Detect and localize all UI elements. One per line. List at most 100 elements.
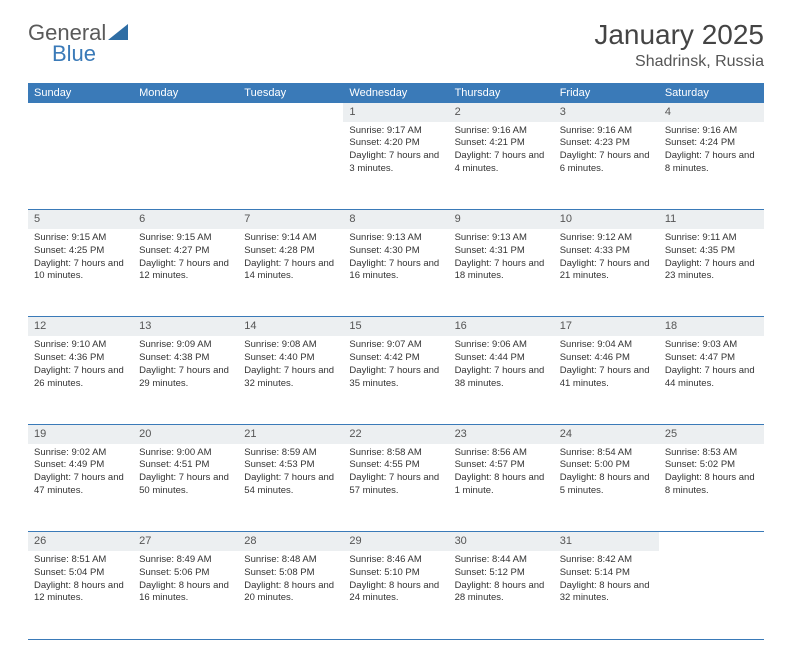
weekday-header: Tuesday <box>238 83 343 103</box>
week-row: Sunrise: 9:15 AMSunset: 4:25 PMDaylight:… <box>28 229 764 317</box>
sunset-label: Sunset: 4:36 PM <box>34 352 127 365</box>
daylight-label: Daylight: 7 hours and 32 minutes. <box>244 365 337 391</box>
daylight-label: Daylight: 7 hours and 3 minutes. <box>349 150 442 176</box>
daylight-label: Daylight: 8 hours and 28 minutes. <box>455 580 548 606</box>
sunrise-label: Sunrise: 8:54 AM <box>560 447 653 460</box>
day-cell: Sunrise: 9:14 AMSunset: 4:28 PMDaylight:… <box>238 229 343 317</box>
sunset-label: Sunset: 4:49 PM <box>34 459 127 472</box>
sunset-label: Sunset: 4:46 PM <box>560 352 653 365</box>
sunset-label: Sunset: 4:47 PM <box>665 352 758 365</box>
day-number-cell <box>133 103 238 122</box>
daylight-label: Daylight: 7 hours and 29 minutes. <box>139 365 232 391</box>
sunrise-label: Sunrise: 9:15 AM <box>139 232 232 245</box>
day-number-cell: 30 <box>449 532 554 551</box>
day-cell: Sunrise: 9:12 AMSunset: 4:33 PMDaylight:… <box>554 229 659 317</box>
sunset-label: Sunset: 4:20 PM <box>349 137 442 150</box>
daylight-label: Daylight: 7 hours and 57 minutes. <box>349 472 442 498</box>
sunrise-label: Sunrise: 9:07 AM <box>349 339 442 352</box>
sunrise-label: Sunrise: 9:13 AM <box>349 232 442 245</box>
day-number-cell: 24 <box>554 424 659 443</box>
day-number-cell: 22 <box>343 424 448 443</box>
day-number-cell: 27 <box>133 532 238 551</box>
daylight-label: Daylight: 7 hours and 21 minutes. <box>560 258 653 284</box>
weekday-header: Saturday <box>659 83 764 103</box>
sunrise-label: Sunrise: 8:44 AM <box>455 554 548 567</box>
day-cell: Sunrise: 9:07 AMSunset: 4:42 PMDaylight:… <box>343 336 448 424</box>
day-cell: Sunrise: 9:13 AMSunset: 4:30 PMDaylight:… <box>343 229 448 317</box>
daylight-label: Daylight: 7 hours and 4 minutes. <box>455 150 548 176</box>
day-number-cell: 19 <box>28 424 133 443</box>
sunrise-label: Sunrise: 9:06 AM <box>455 339 548 352</box>
sunset-label: Sunset: 5:08 PM <box>244 567 337 580</box>
daylight-label: Daylight: 7 hours and 6 minutes. <box>560 150 653 176</box>
day-cell <box>28 122 133 210</box>
day-cell <box>659 551 764 639</box>
sunrise-label: Sunrise: 9:17 AM <box>349 125 442 138</box>
day-number-cell <box>28 103 133 122</box>
day-cell: Sunrise: 8:58 AMSunset: 4:55 PMDaylight:… <box>343 444 448 532</box>
daynum-row: 12131415161718 <box>28 317 764 336</box>
daylight-label: Daylight: 8 hours and 12 minutes. <box>34 580 127 606</box>
daylight-label: Daylight: 8 hours and 1 minute. <box>455 472 548 498</box>
day-cell: Sunrise: 8:56 AMSunset: 4:57 PMDaylight:… <box>449 444 554 532</box>
sunset-label: Sunset: 4:35 PM <box>665 245 758 258</box>
day-number-cell: 12 <box>28 317 133 336</box>
day-number-cell: 21 <box>238 424 343 443</box>
daylight-label: Daylight: 7 hours and 50 minutes. <box>139 472 232 498</box>
sunrise-label: Sunrise: 8:58 AM <box>349 447 442 460</box>
day-cell: Sunrise: 8:48 AMSunset: 5:08 PMDaylight:… <box>238 551 343 639</box>
day-number-cell: 31 <box>554 532 659 551</box>
day-number-cell: 15 <box>343 317 448 336</box>
daylight-label: Daylight: 7 hours and 14 minutes. <box>244 258 337 284</box>
daylight-label: Daylight: 7 hours and 35 minutes. <box>349 365 442 391</box>
sunset-label: Sunset: 4:57 PM <box>455 459 548 472</box>
day-cell: Sunrise: 9:04 AMSunset: 4:46 PMDaylight:… <box>554 336 659 424</box>
daylight-label: Daylight: 7 hours and 23 minutes. <box>665 258 758 284</box>
week-row: Sunrise: 8:51 AMSunset: 5:04 PMDaylight:… <box>28 551 764 639</box>
day-number-cell: 23 <box>449 424 554 443</box>
day-number-cell: 20 <box>133 424 238 443</box>
daylight-label: Daylight: 7 hours and 18 minutes. <box>455 258 548 284</box>
day-number-cell <box>659 532 764 551</box>
sunset-label: Sunset: 4:33 PM <box>560 245 653 258</box>
sunset-label: Sunset: 5:02 PM <box>665 459 758 472</box>
daylight-label: Daylight: 7 hours and 10 minutes. <box>34 258 127 284</box>
logo-text-blue: Blue <box>52 41 96 66</box>
sunrise-label: Sunrise: 8:53 AM <box>665 447 758 460</box>
sunset-label: Sunset: 4:53 PM <box>244 459 337 472</box>
sunrise-label: Sunrise: 8:56 AM <box>455 447 548 460</box>
sunset-label: Sunset: 4:28 PM <box>244 245 337 258</box>
sunset-label: Sunset: 4:55 PM <box>349 459 442 472</box>
day-cell <box>133 122 238 210</box>
day-cell: Sunrise: 9:11 AMSunset: 4:35 PMDaylight:… <box>659 229 764 317</box>
daylight-label: Daylight: 7 hours and 8 minutes. <box>665 150 758 176</box>
sunrise-label: Sunrise: 9:10 AM <box>34 339 127 352</box>
week-row: Sunrise: 9:02 AMSunset: 4:49 PM Daylight:… <box>28 444 764 532</box>
weekday-header: Wednesday <box>343 83 448 103</box>
day-number-cell: 16 <box>449 317 554 336</box>
sunrise-label: Sunrise: 9:14 AM <box>244 232 337 245</box>
day-cell: Sunrise: 8:54 AMSunset: 5:00 PMDaylight:… <box>554 444 659 532</box>
daylight-label: Daylight: 7 hours and 41 minutes. <box>560 365 653 391</box>
sunrise-label: Sunrise: 9:09 AM <box>139 339 232 352</box>
day-number-cell: 26 <box>28 532 133 551</box>
day-number-cell: 10 <box>554 210 659 229</box>
sunset-label: Sunset: 4:51 PM <box>139 459 232 472</box>
day-number-cell: 11 <box>659 210 764 229</box>
sunrise-label: Sunrise: 9:16 AM <box>560 125 653 138</box>
weekday-header-row: Sunday Monday Tuesday Wednesday Thursday… <box>28 83 764 103</box>
day-number-cell: 25 <box>659 424 764 443</box>
sunrise-label: Sunrise: 9:02 AM <box>34 447 127 460</box>
sunset-label: Sunset: 5:00 PM <box>560 459 653 472</box>
day-cell: Sunrise: 8:59 AMSunset: 4:53 PMDaylight:… <box>238 444 343 532</box>
daylight-label: Daylight: 8 hours and 24 minutes. <box>349 580 442 606</box>
sunrise-label: Sunrise: 8:46 AM <box>349 554 442 567</box>
sunset-label: Sunset: 4:44 PM <box>455 352 548 365</box>
daylight-label: Daylight: 8 hours and 16 minutes. <box>139 580 232 606</box>
day-cell: Sunrise: 9:03 AMSunset: 4:47 PMDaylight:… <box>659 336 764 424</box>
sunset-label: Sunset: 4:27 PM <box>139 245 232 258</box>
sunrise-label: Sunrise: 9:08 AM <box>244 339 337 352</box>
weekday-header: Friday <box>554 83 659 103</box>
day-cell: Sunrise: 9:16 AMSunset: 4:24 PMDaylight:… <box>659 122 764 210</box>
sunrise-label: Sunrise: 9:04 AM <box>560 339 653 352</box>
